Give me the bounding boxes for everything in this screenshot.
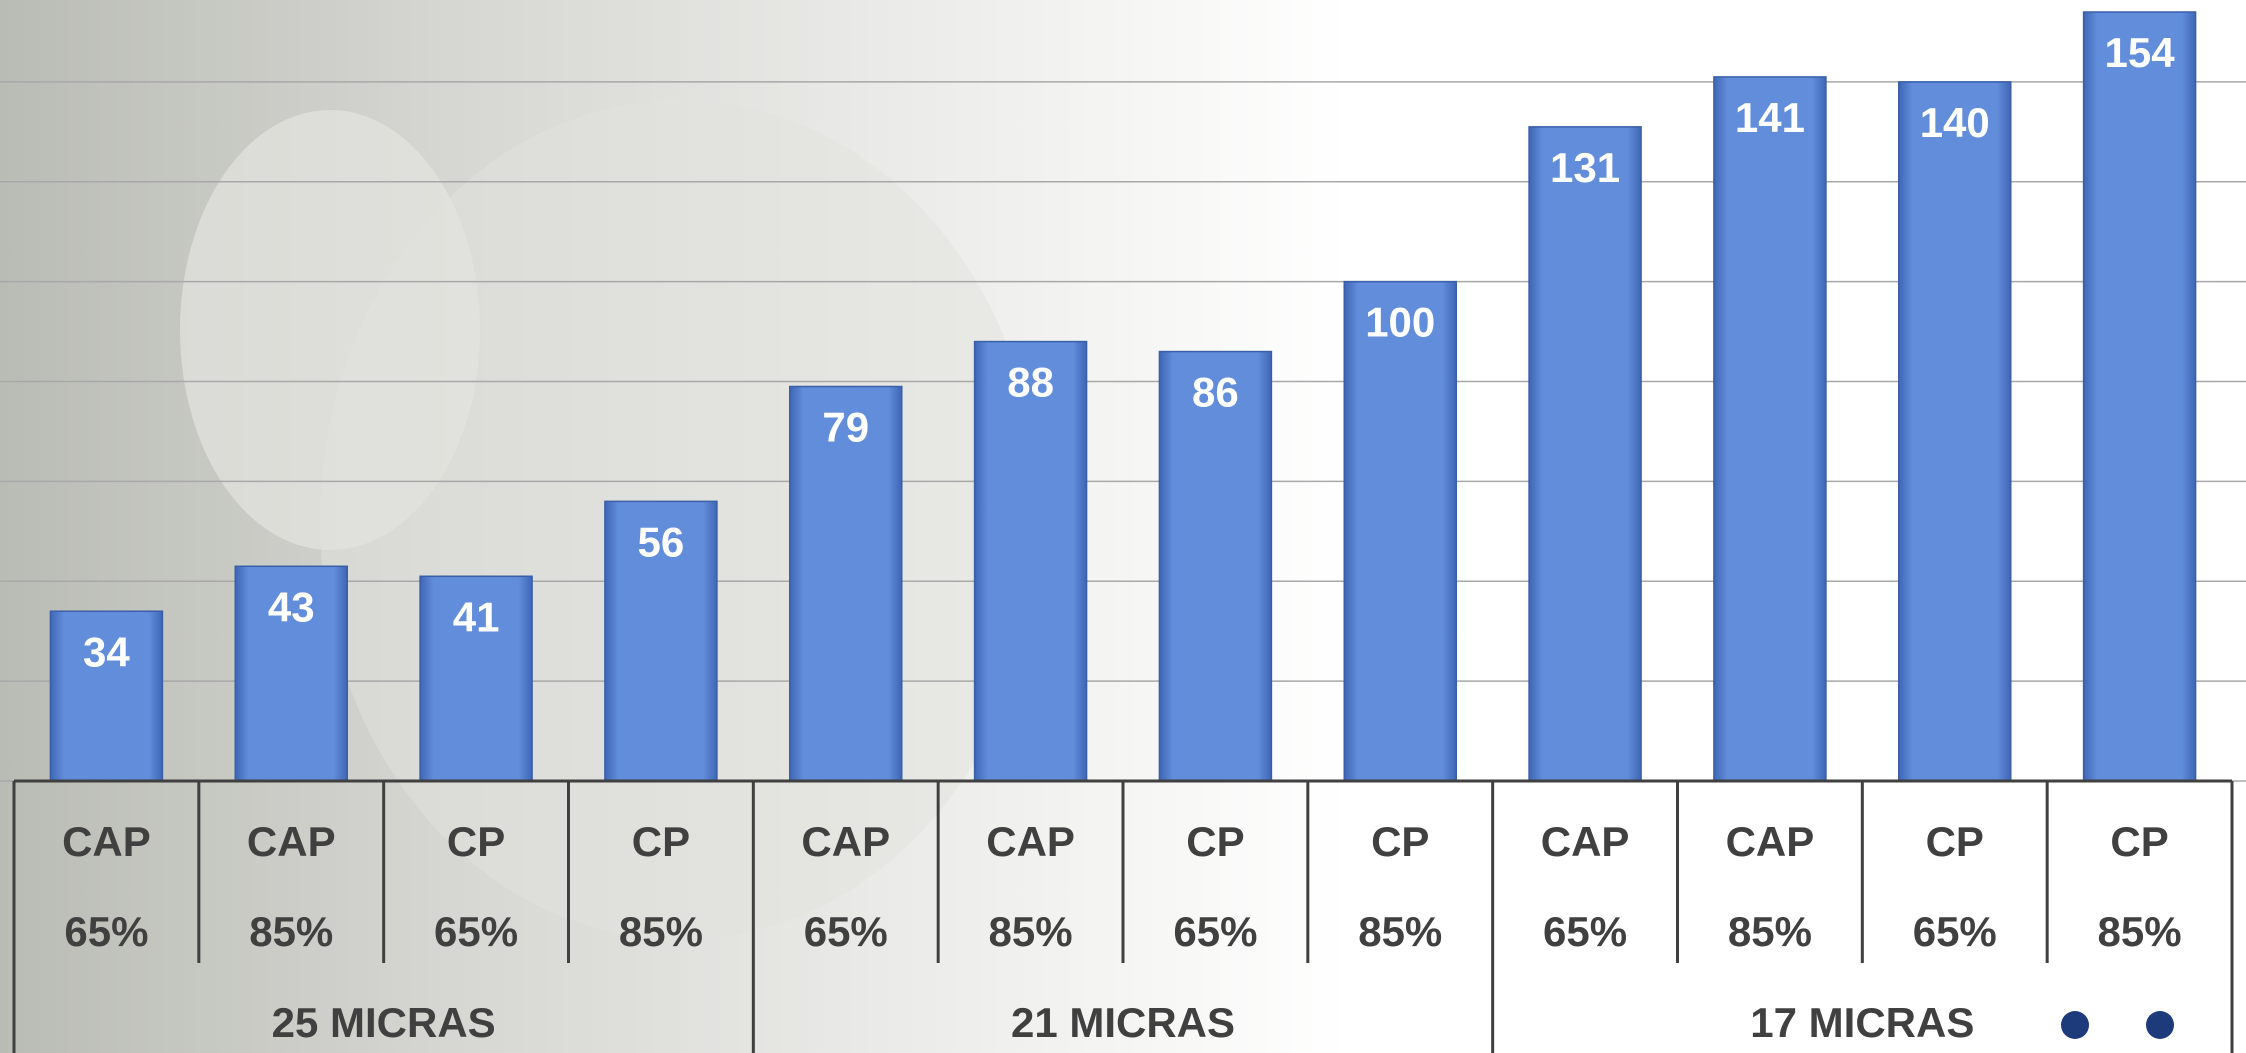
- bar: [1343, 280, 1457, 782]
- data-label: 154: [2105, 29, 2176, 76]
- bar: [1898, 81, 2012, 782]
- x-tick-label: CAP: [1726, 818, 1815, 865]
- bar: [1528, 126, 1642, 782]
- x-tick-label: 85%: [249, 908, 333, 955]
- bar: [2082, 11, 2197, 782]
- group-label: 25 MICRAS: [272, 999, 496, 1046]
- data-label: 34: [83, 628, 130, 675]
- x-tick-label: 65%: [1913, 908, 1997, 955]
- bar: [604, 500, 718, 782]
- bar: [1158, 350, 1273, 782]
- data-label: 88: [1007, 359, 1054, 406]
- bar: [1713, 76, 1827, 782]
- x-tick-label: CP: [1371, 818, 1429, 865]
- bar: [789, 385, 903, 782]
- x-tick-label: CP: [1186, 818, 1244, 865]
- data-label: 86: [1192, 369, 1239, 416]
- x-tick-label: CP: [447, 818, 505, 865]
- logo: [2061, 1011, 2174, 1039]
- x-tick-label: CAP: [801, 818, 890, 865]
- x-tick-label: CAP: [247, 818, 336, 865]
- x-tick-label: 85%: [1358, 908, 1442, 955]
- bar: [973, 340, 1088, 782]
- x-tick-label: 65%: [64, 908, 148, 955]
- data-label: 56: [638, 518, 685, 565]
- group-label: 17 MICRAS: [1750, 999, 1974, 1046]
- data-label: 79: [822, 404, 869, 451]
- data-label: 100: [1365, 299, 1435, 346]
- x-tick-label: CAP: [62, 818, 151, 865]
- x-tick-label: 65%: [804, 908, 888, 955]
- x-tick-label: CP: [2110, 818, 2168, 865]
- data-label: 140: [1920, 99, 1990, 146]
- x-tick-label: 65%: [434, 908, 518, 955]
- x-tick-label: CP: [1926, 818, 1984, 865]
- data-label: 131: [1550, 144, 1620, 191]
- x-tick-label: 85%: [1728, 908, 1812, 955]
- x-tick-label: CAP: [1541, 818, 1630, 865]
- x-tick-label: 85%: [989, 908, 1073, 955]
- x-tick-label: CP: [632, 818, 690, 865]
- x-tick-label: 65%: [1173, 908, 1257, 955]
- data-label: 41: [453, 593, 500, 640]
- x-tick-label: 65%: [1543, 908, 1627, 955]
- data-label: 43: [268, 583, 315, 630]
- x-tick-label: 85%: [2098, 908, 2182, 955]
- x-tick-label: CAP: [986, 818, 1075, 865]
- group-label: 21 MICRAS: [1011, 999, 1235, 1046]
- data-label: 141: [1735, 94, 1805, 141]
- x-tick-label: 85%: [619, 908, 703, 955]
